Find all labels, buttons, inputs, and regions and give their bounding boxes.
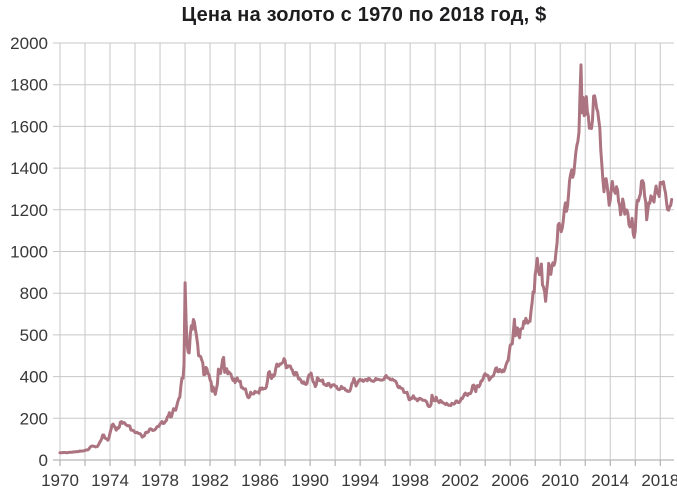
x-gridlines <box>59 43 661 460</box>
y-tick-label: 1200 <box>10 201 48 220</box>
y-tick-label: 1600 <box>10 117 48 136</box>
x-tick-label: 2018 <box>641 471 677 490</box>
x-tick-label: 2014 <box>591 471 629 490</box>
y-tick-label: 1800 <box>10 76 48 95</box>
x-axis-ticks <box>59 460 661 466</box>
x-tick-labels: 1970 1974 1978 1982 1986 1990 1994 1998 2002 2006… <box>41 471 677 490</box>
x-tick-label: 1998 <box>391 471 429 490</box>
y-tick-label: 500 <box>20 326 48 345</box>
y-tick-label: 200 <box>20 409 48 428</box>
y-tick-label: 1000 <box>10 243 48 262</box>
chart-title: Цена на золото с 1970 по 2018 год, $ <box>181 4 547 26</box>
x-tick-label: 1990 <box>291 471 329 490</box>
y-gridlines <box>53 42 674 461</box>
x-tick-label: 2002 <box>441 471 479 490</box>
x-tick-label: 1978 <box>141 471 179 490</box>
x-tick-label: 1970 <box>41 471 79 490</box>
y-tick-label: 2000 <box>10 34 48 53</box>
y-tick-label: 1400 <box>10 159 48 178</box>
y-tick-label: 0 <box>39 451 48 470</box>
y-tick-label: 800 <box>20 284 48 303</box>
x-tick-label: 1982 <box>191 471 229 490</box>
x-tick-label: 2010 <box>541 471 579 490</box>
y-tick-label: 400 <box>20 368 48 387</box>
x-tick-label: 1986 <box>241 471 279 490</box>
x-tick-label: 1994 <box>341 471 379 490</box>
y-tick-labels: 0 200 400 500 800 1000 1200 1400 1600 1800 2000 <box>10 34 48 470</box>
x-tick-label: 2006 <box>491 471 529 490</box>
x-tick-label: 1974 <box>91 471 129 490</box>
gold-price-line <box>58 63 674 455</box>
